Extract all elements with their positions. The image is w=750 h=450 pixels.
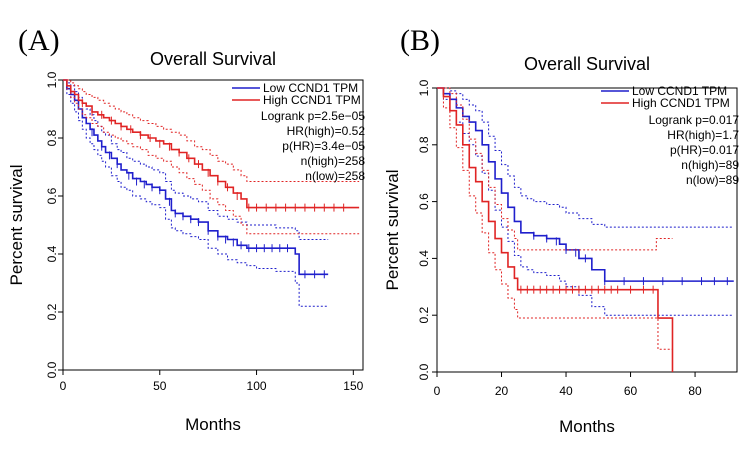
chart0-x-tick-label: 100 (247, 379, 267, 393)
chart1-stat-text: HR(high)=1.7 (667, 128, 739, 142)
chart0-y-tick-label: 1.0 (45, 71, 59, 88)
chart0-y-tick-label: 0.4 (45, 245, 59, 262)
chart1-y-axis-label: Percent survival (383, 170, 402, 291)
chart1-stat-text: p(HR)=0.017 (670, 143, 739, 157)
chart0-series-high-lower-ci (63, 79, 360, 235)
chart0-title: Overall Survival (150, 49, 276, 69)
chart0-y-axis-label: Percent survival (7, 165, 26, 286)
chart1-x-tick-label: 60 (624, 384, 638, 398)
chart1-legend-label: Low CCND1 TPM (632, 84, 727, 98)
chart1-series-high-curve (437, 87, 674, 372)
chart1-plot-frame (436, 87, 738, 373)
chart0-x-axis-label: Months (185, 415, 241, 434)
chart0-y-tick-label: 0.6 (45, 187, 59, 204)
chart1-y-tick-label: 0.4 (417, 250, 431, 267)
chart0-series-high-upper-ci (63, 79, 360, 182)
chart1-stat-text: n(high)=89 (681, 158, 739, 172)
chart0-y-tick-label: 0.2 (45, 303, 59, 320)
chart1-title: Overall Survival (524, 54, 650, 74)
chart0-series-high-curve (63, 79, 360, 209)
chart1-y-tick-label: 0.0 (417, 363, 431, 380)
chart1-stat-text: n(low)=89 (686, 173, 739, 187)
chart0-y-tick-label: 0.0 (45, 361, 59, 378)
chart1-series-high-upper-ci (437, 87, 673, 251)
chart1-y-tick-label: 1.0 (417, 79, 431, 96)
chart1-y-tick-label: 0.8 (417, 136, 431, 153)
chart1-y-tick-label: 0.6 (417, 193, 431, 210)
chart1-series-low-curve (437, 87, 734, 282)
chart0-legend-label: High CCND1 TPM (263, 93, 361, 107)
chart0-legend-label: Low CCND1 TPM (263, 81, 358, 95)
chart0-stat-text: HR(high)=0.52 (287, 124, 366, 138)
chart1-y-tick-label: 0.2 (417, 307, 431, 324)
chart1-legend-label: High CCND1 TPM (632, 96, 730, 110)
chart1-x-axis-label: Months (559, 417, 615, 436)
chart0-x-tick-label: 50 (153, 379, 167, 393)
chart0-x-tick-label: 0 (60, 379, 67, 393)
chart1-x-tick-label: 40 (559, 384, 573, 398)
chart0-plot-frame (62, 79, 364, 371)
chart1-panel-label: (B) (400, 24, 440, 57)
chart1-series-high-lower-ci (437, 87, 673, 350)
chart0-stat-text: n(high)=258 (301, 154, 366, 168)
chart0-series-low-curve (63, 79, 329, 276)
chart0: (A) Overall Survival 0 50 100 150 0.0 0.2 0.4 0.6… (7, 24, 365, 434)
chart0-x-tick-label: 150 (343, 379, 363, 393)
chart1-series-low-upper-ci (437, 87, 734, 228)
chart1-x-tick-label: 80 (688, 384, 702, 398)
chart0-stat-text: Logrank p=2.5e−05 (261, 109, 365, 123)
chart1: (B) Overall Survival 0 20 40 60 80 0.0 0.2 0.4 0.6… (383, 24, 739, 436)
chart0-panel-label: (A) (18, 24, 60, 57)
chart0-series-low-lower-ci (63, 79, 329, 307)
chart0-stat-text: n(low)=258 (305, 169, 365, 183)
chart1-stat-text: Logrank p=0.017 (649, 113, 740, 127)
chart1-x-tick-label: 20 (495, 384, 509, 398)
chart0-stat-text: p(HR)=3.4e−05 (282, 139, 365, 153)
chart0-y-tick-label: 0.8 (45, 129, 59, 146)
chart1-x-tick-label: 0 (434, 384, 441, 398)
